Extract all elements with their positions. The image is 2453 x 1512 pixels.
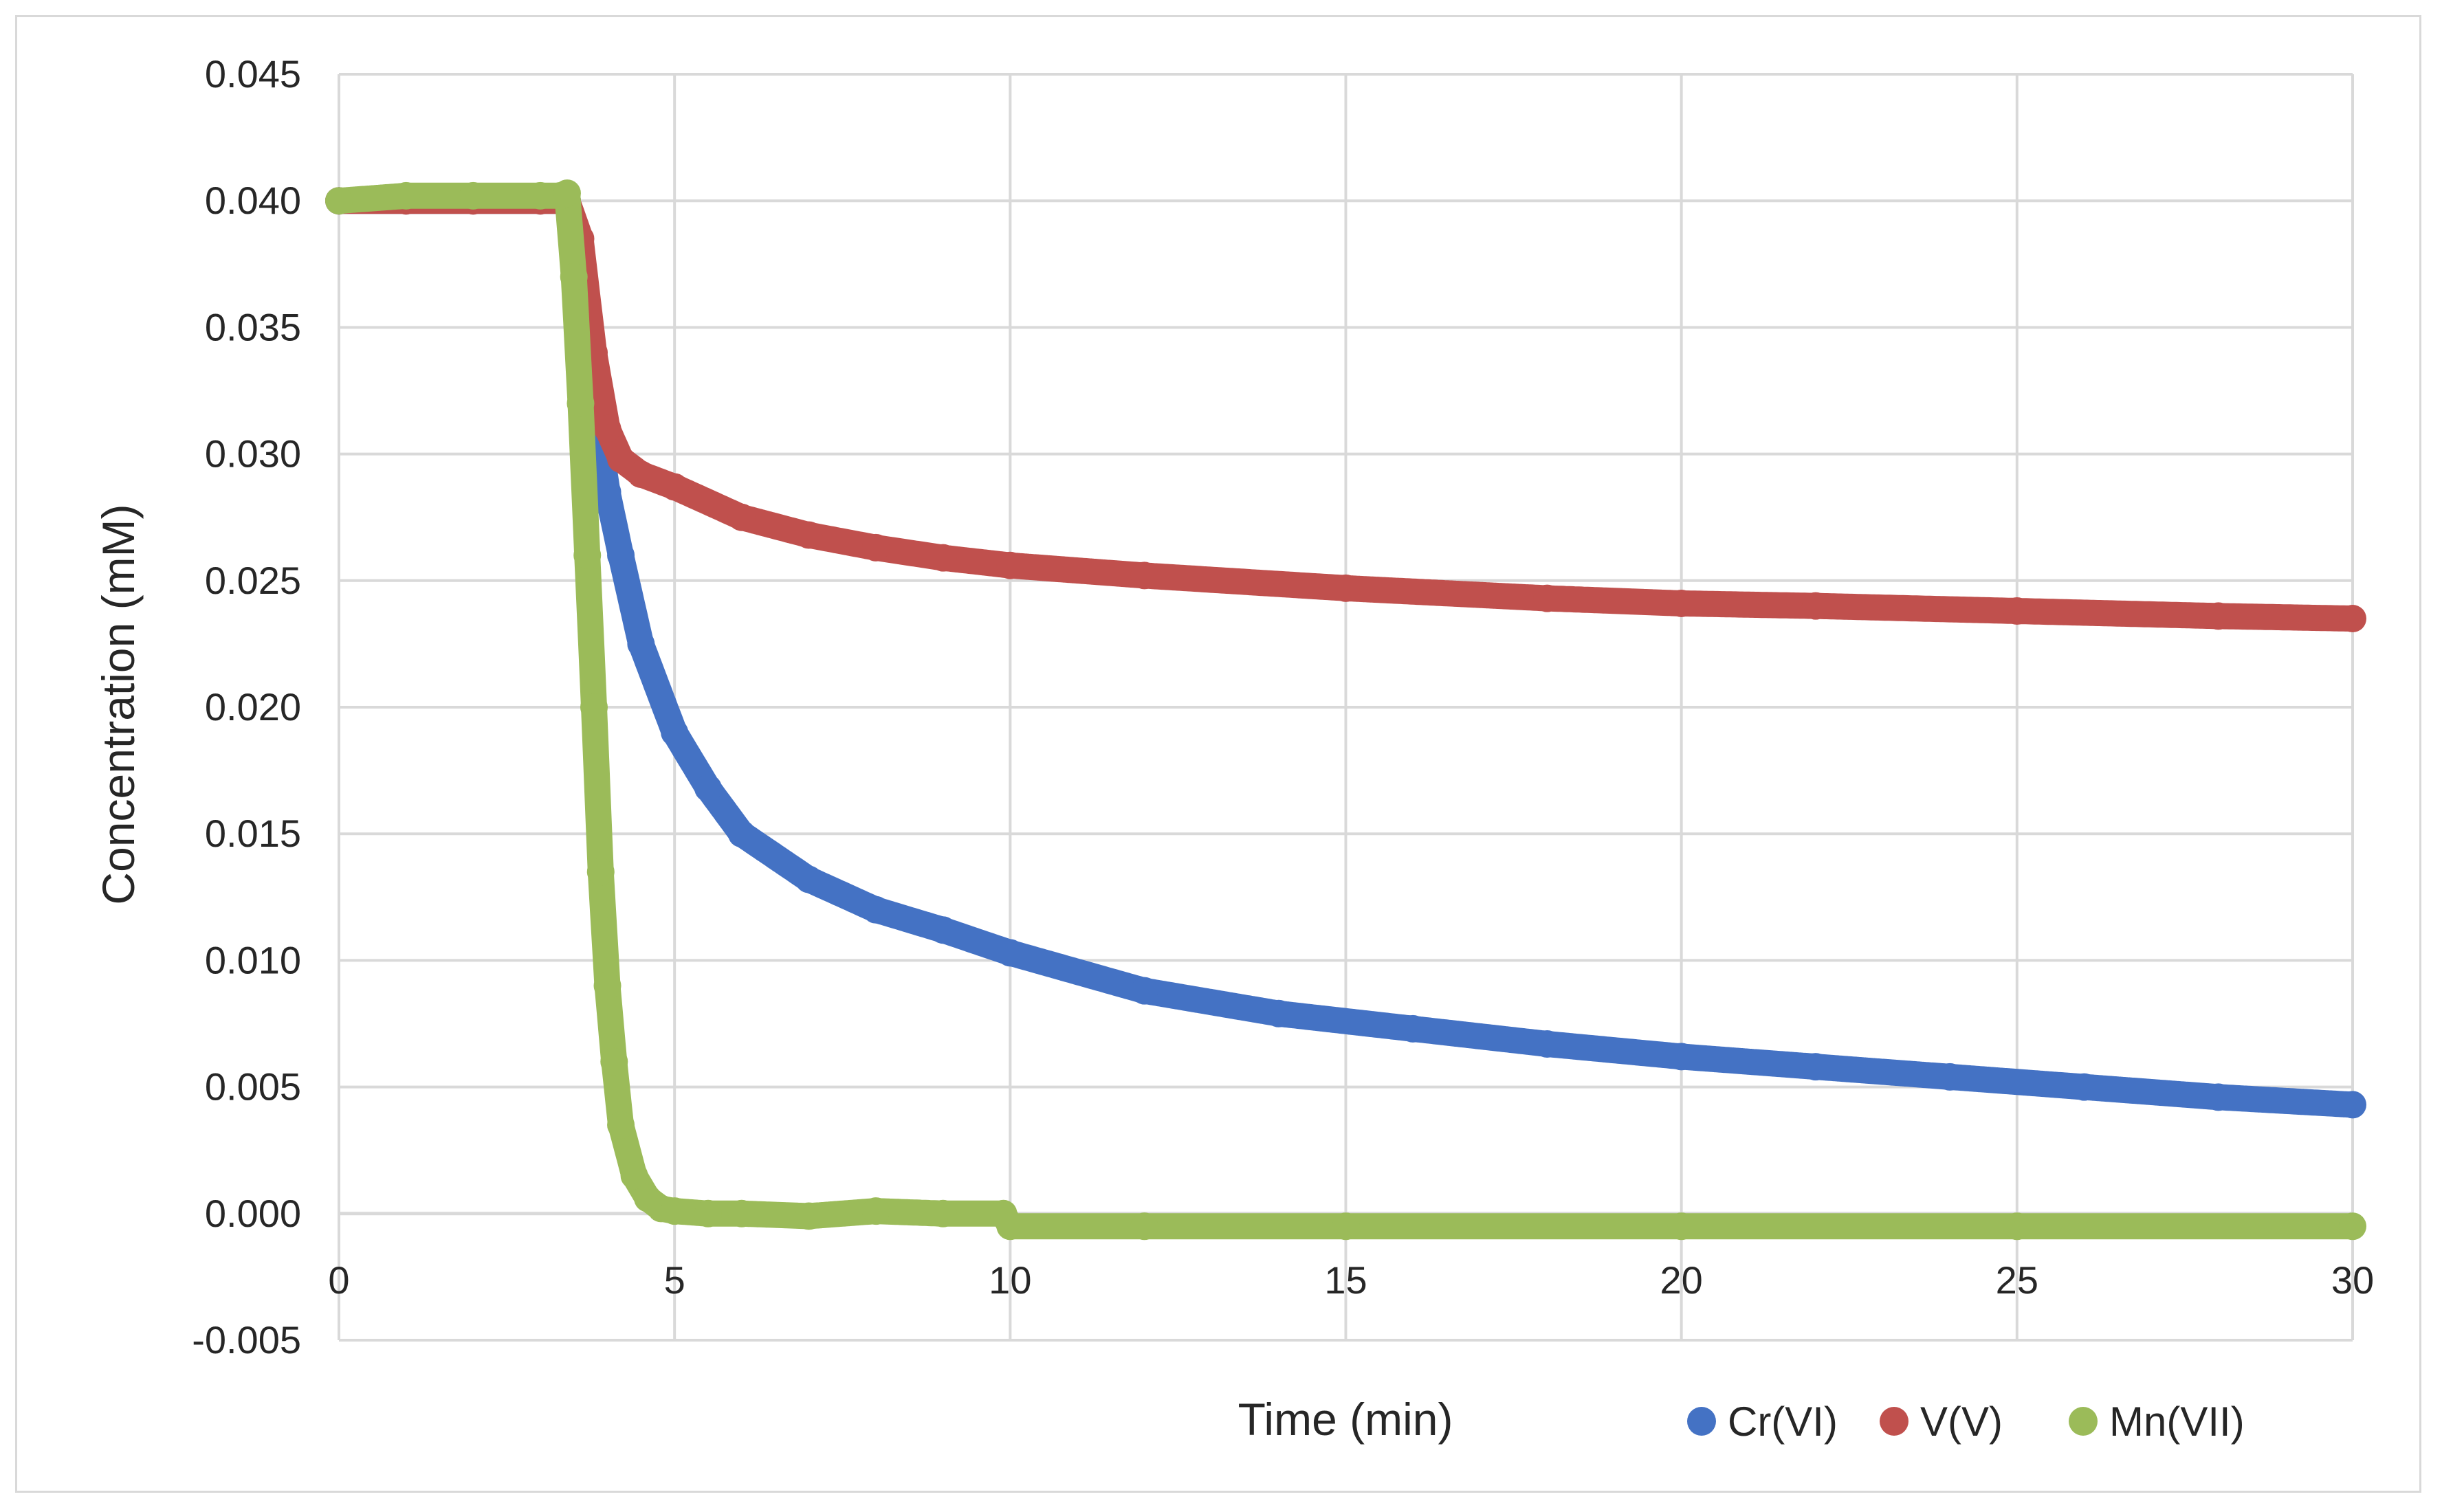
- data-point: [607, 541, 635, 569]
- data-point: [586, 858, 615, 886]
- data-point: [1130, 1212, 1158, 1241]
- data-point: [560, 263, 588, 291]
- data-point: [573, 541, 602, 569]
- data-point: [580, 693, 608, 721]
- data-point: [1667, 589, 1695, 617]
- data-point: [996, 551, 1024, 579]
- y-tick-label: 0.040: [205, 179, 301, 222]
- data-point: [661, 473, 689, 501]
- legend: Cr(VI) V(V) Mn(VII): [1687, 1399, 2245, 1445]
- chart-frame: [15, 15, 2421, 1493]
- data-point: [1264, 999, 1292, 1027]
- legend-label: Mn(VII): [2109, 1399, 2245, 1445]
- data-point: [1801, 1053, 1829, 1081]
- data-point: [795, 1202, 823, 1230]
- data-point: [566, 389, 595, 417]
- data-point: [1332, 1212, 1360, 1241]
- data-point: [2339, 1091, 2366, 1119]
- legend-marker: [2069, 1407, 2098, 1436]
- data-point: [1936, 1063, 1964, 1091]
- data-point: [727, 820, 756, 848]
- data-point: [1332, 574, 1360, 602]
- data-point: [1533, 1030, 1561, 1058]
- y-tick-label: 0.045: [205, 52, 301, 96]
- legend-item: Cr(VI): [1687, 1399, 1838, 1445]
- data-point: [553, 179, 581, 208]
- data-point: [1801, 592, 1829, 620]
- data-point: [593, 972, 622, 1000]
- data-point: [929, 916, 957, 944]
- x-axis-title: Time (min): [1238, 1394, 1453, 1445]
- data-point: [661, 718, 689, 746]
- data-point: [1533, 584, 1561, 612]
- x-tick-label: 5: [664, 1258, 685, 1302]
- legend-marker: [1687, 1407, 1716, 1436]
- x-tick-label: 20: [1660, 1258, 1703, 1302]
- data-point: [795, 865, 823, 893]
- series-mn-vii: [325, 179, 2366, 1241]
- data-point: [727, 1199, 756, 1227]
- data-point: [593, 414, 622, 443]
- data-point: [526, 181, 554, 210]
- y-axis-title: Concentration (mM): [93, 504, 144, 904]
- legend-item: V(V): [1880, 1399, 2003, 1445]
- data-point: [1667, 1043, 1695, 1071]
- data-point: [661, 1197, 689, 1225]
- data-point: [2339, 1212, 2366, 1241]
- x-tick-label: 10: [989, 1258, 1031, 1302]
- legend-marker: [1880, 1407, 1908, 1436]
- data-point: [996, 1212, 1024, 1241]
- y-tick-label: 0.015: [205, 812, 301, 855]
- x-tick-label: 15: [1324, 1258, 1367, 1302]
- data-point: [1130, 977, 1158, 1005]
- data-point: [620, 1161, 648, 1190]
- data-point: [1667, 1212, 1695, 1241]
- y-tick-label: 0.030: [205, 432, 301, 476]
- legend-label: Cr(VI): [1728, 1399, 1838, 1445]
- data-point: [929, 544, 957, 572]
- data-point: [862, 896, 890, 924]
- data-series: [325, 179, 2366, 1241]
- y-axis-tick-labels: -0.005 0.000 0.005 0.010 0.015 0.020 0.025 0.03…: [192, 52, 301, 1361]
- data-point: [2003, 597, 2031, 625]
- data-point: [996, 939, 1024, 967]
- data-point: [2204, 1083, 2232, 1111]
- x-tick-label: 30: [2331, 1258, 2374, 1302]
- data-point: [459, 181, 487, 210]
- data-point: [795, 521, 823, 549]
- data-point: [392, 181, 420, 210]
- y-tick-label: -0.005: [192, 1318, 301, 1361]
- data-point: [1130, 562, 1158, 590]
- data-point: [2070, 1073, 2098, 1101]
- data-point: [2339, 605, 2366, 633]
- x-tick-label: 0: [328, 1258, 349, 1302]
- y-tick-label: 0.005: [205, 1065, 301, 1109]
- y-tick-label: 0.035: [205, 305, 301, 348]
- data-point: [627, 630, 655, 658]
- y-tick-label: 0.025: [205, 559, 301, 602]
- legend-item: Mn(VII): [2069, 1399, 2245, 1445]
- y-tick-label: 0.020: [205, 685, 301, 729]
- data-point: [2204, 602, 2232, 630]
- x-axis-tick-labels: 0 5 10 15 20 25 30: [328, 1258, 2374, 1302]
- data-point: [862, 1197, 890, 1225]
- data-point: [593, 478, 622, 506]
- data-point: [862, 533, 890, 562]
- legend-label: V(V): [1920, 1399, 2003, 1445]
- data-point: [694, 774, 722, 802]
- data-point: [600, 1047, 628, 1076]
- data-point: [607, 1111, 635, 1139]
- data-point: [727, 503, 756, 531]
- data-point: [325, 187, 353, 215]
- data-point: [607, 445, 635, 473]
- data-point: [627, 460, 655, 489]
- data-point: [694, 1199, 722, 1227]
- y-tick-label: 0.010: [205, 938, 301, 981]
- y-tick-label: 0.000: [205, 1192, 301, 1235]
- data-point: [1399, 1014, 1427, 1043]
- data-point: [2003, 1212, 2031, 1241]
- x-tick-label: 25: [1996, 1258, 2038, 1302]
- data-point: [929, 1199, 957, 1227]
